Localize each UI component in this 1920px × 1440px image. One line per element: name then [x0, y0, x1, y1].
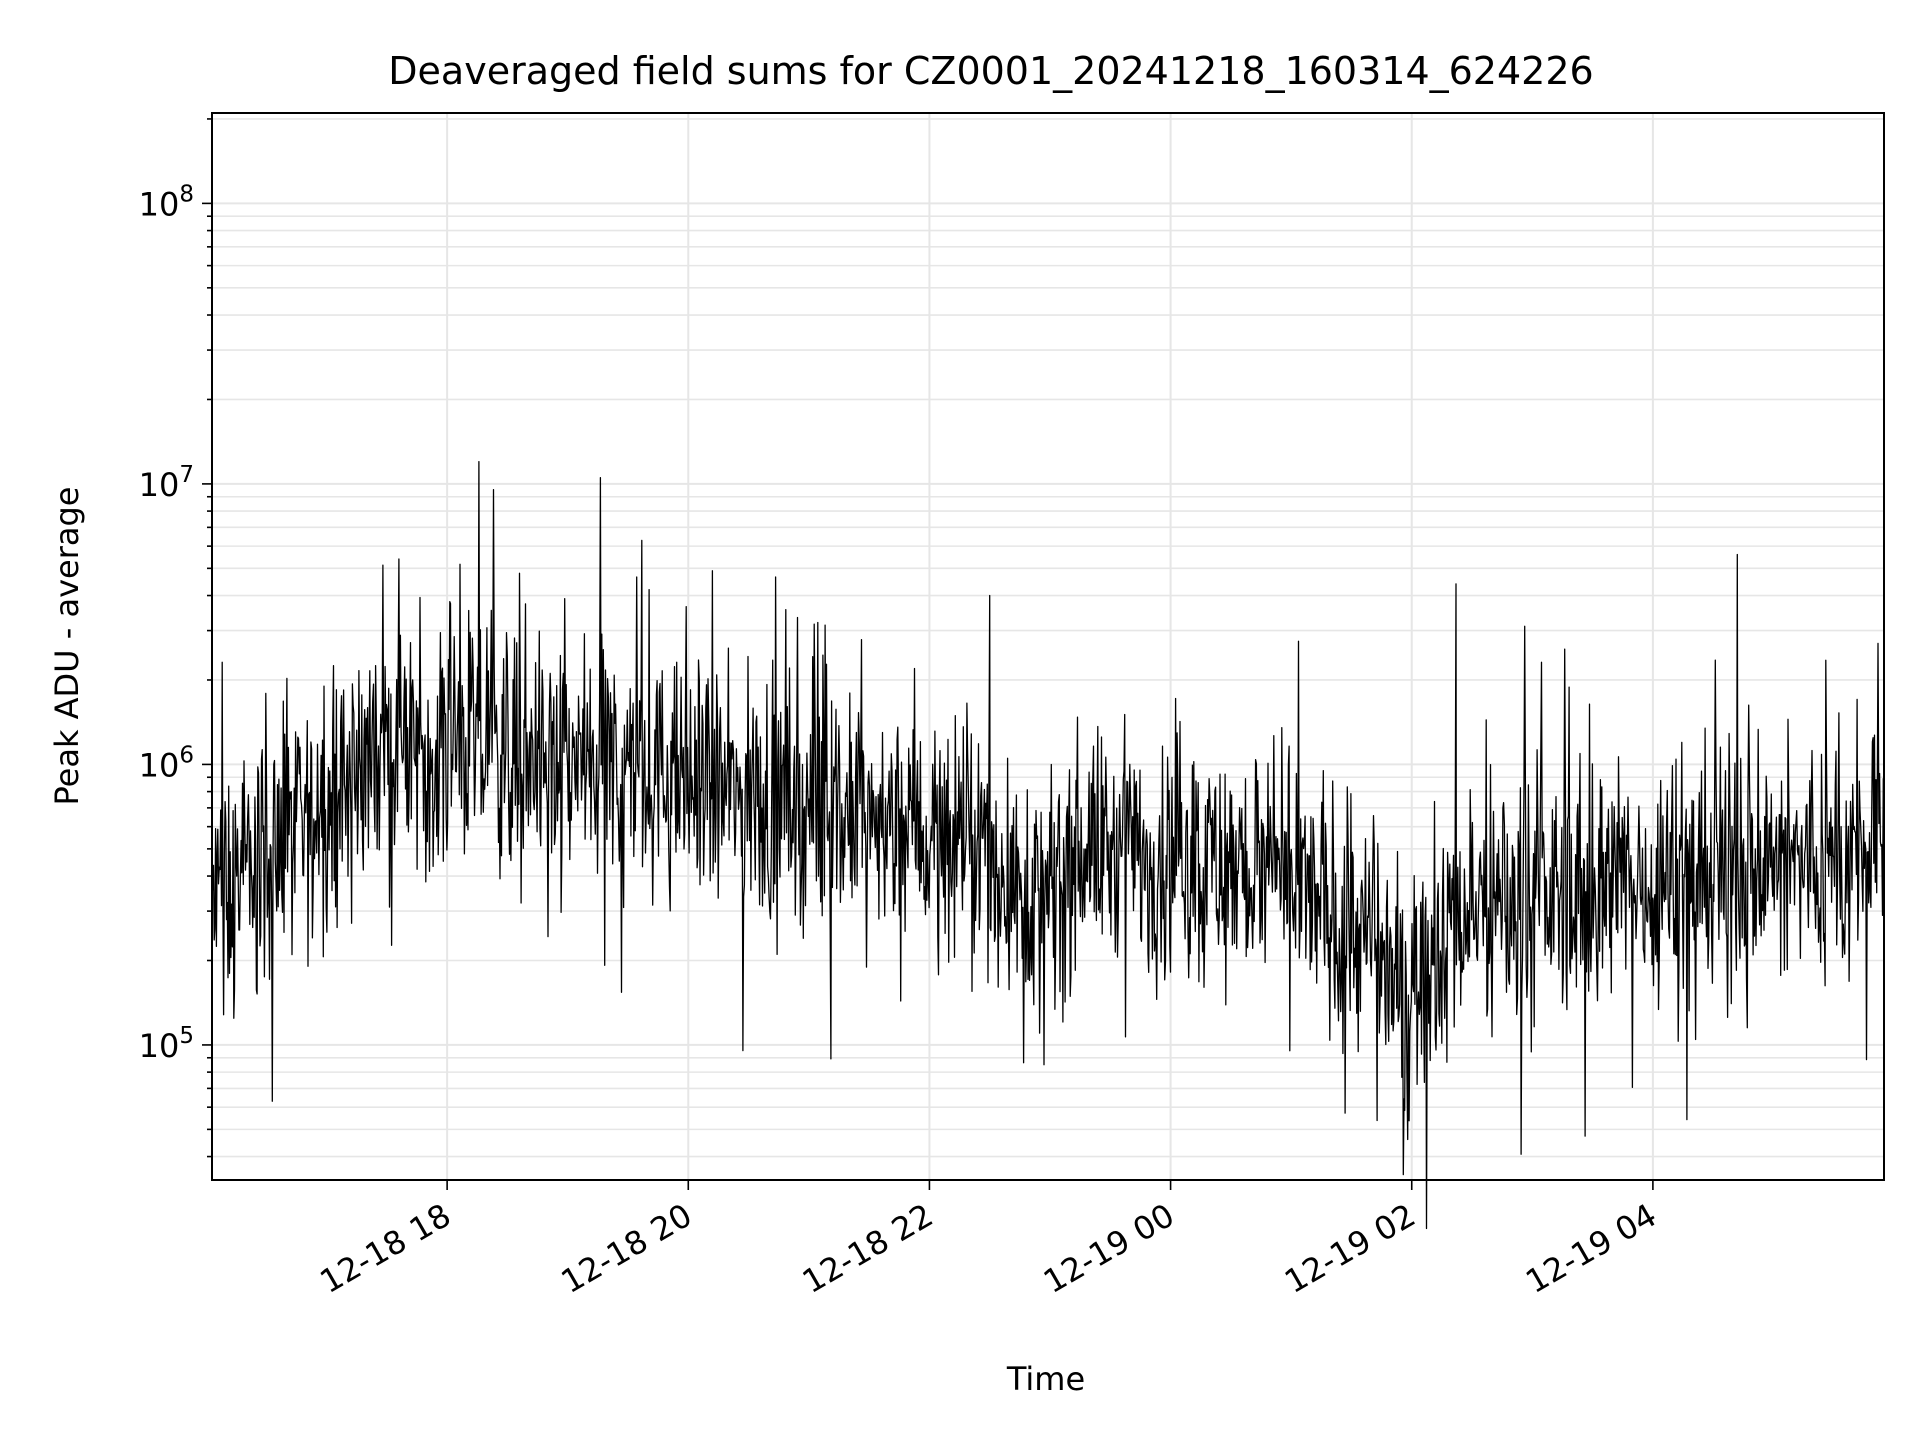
- series-line: [211, 460, 1885, 1230]
- series-layer: [211, 460, 1885, 1230]
- y-tick-label: 105: [139, 1023, 194, 1065]
- y-tick-label: 108: [139, 181, 194, 223]
- y-axis-label: Peak ADU - average: [48, 487, 86, 806]
- plot-area-frame: [211, 112, 1885, 1181]
- y-tick-label: 106: [139, 742, 194, 784]
- x-axis-label: Time: [1006, 1360, 1085, 1398]
- chart-title: Deaveraged field sums for CZ0001_2024121…: [388, 49, 1593, 93]
- y-tick-label: 107: [139, 462, 194, 504]
